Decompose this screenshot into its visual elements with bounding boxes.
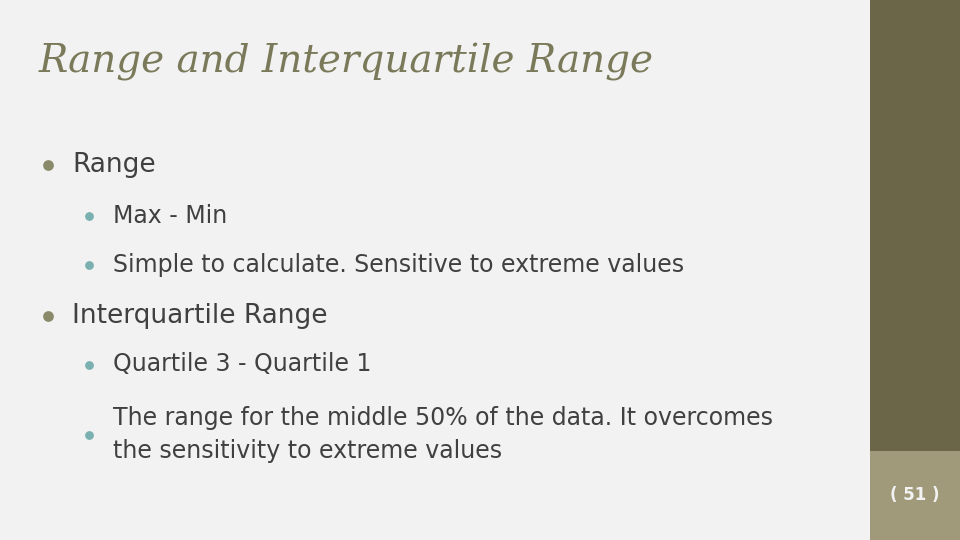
Point	[82, 360, 97, 369]
Text: Range: Range	[72, 152, 156, 178]
Point	[82, 260, 97, 269]
Text: Range and Interquartile Range: Range and Interquartile Range	[38, 43, 654, 81]
Text: Quartile 3 - Quartile 1: Quartile 3 - Quartile 1	[113, 353, 372, 376]
Text: ( 51 ): ( 51 )	[890, 487, 940, 504]
Point	[40, 160, 56, 169]
Text: Simple to calculate. Sensitive to extreme values: Simple to calculate. Sensitive to extrem…	[113, 253, 684, 276]
Point	[82, 430, 97, 439]
Text: Interquartile Range: Interquartile Range	[72, 303, 327, 329]
Bar	[870, 0, 960, 540]
Point	[82, 212, 97, 220]
Text: Max - Min: Max - Min	[113, 204, 228, 228]
Point	[40, 312, 56, 320]
Text: The range for the middle 50% of the data. It overcomes
the sensitivity to extrem: The range for the middle 50% of the data…	[113, 406, 774, 463]
Bar	[870, 451, 960, 540]
